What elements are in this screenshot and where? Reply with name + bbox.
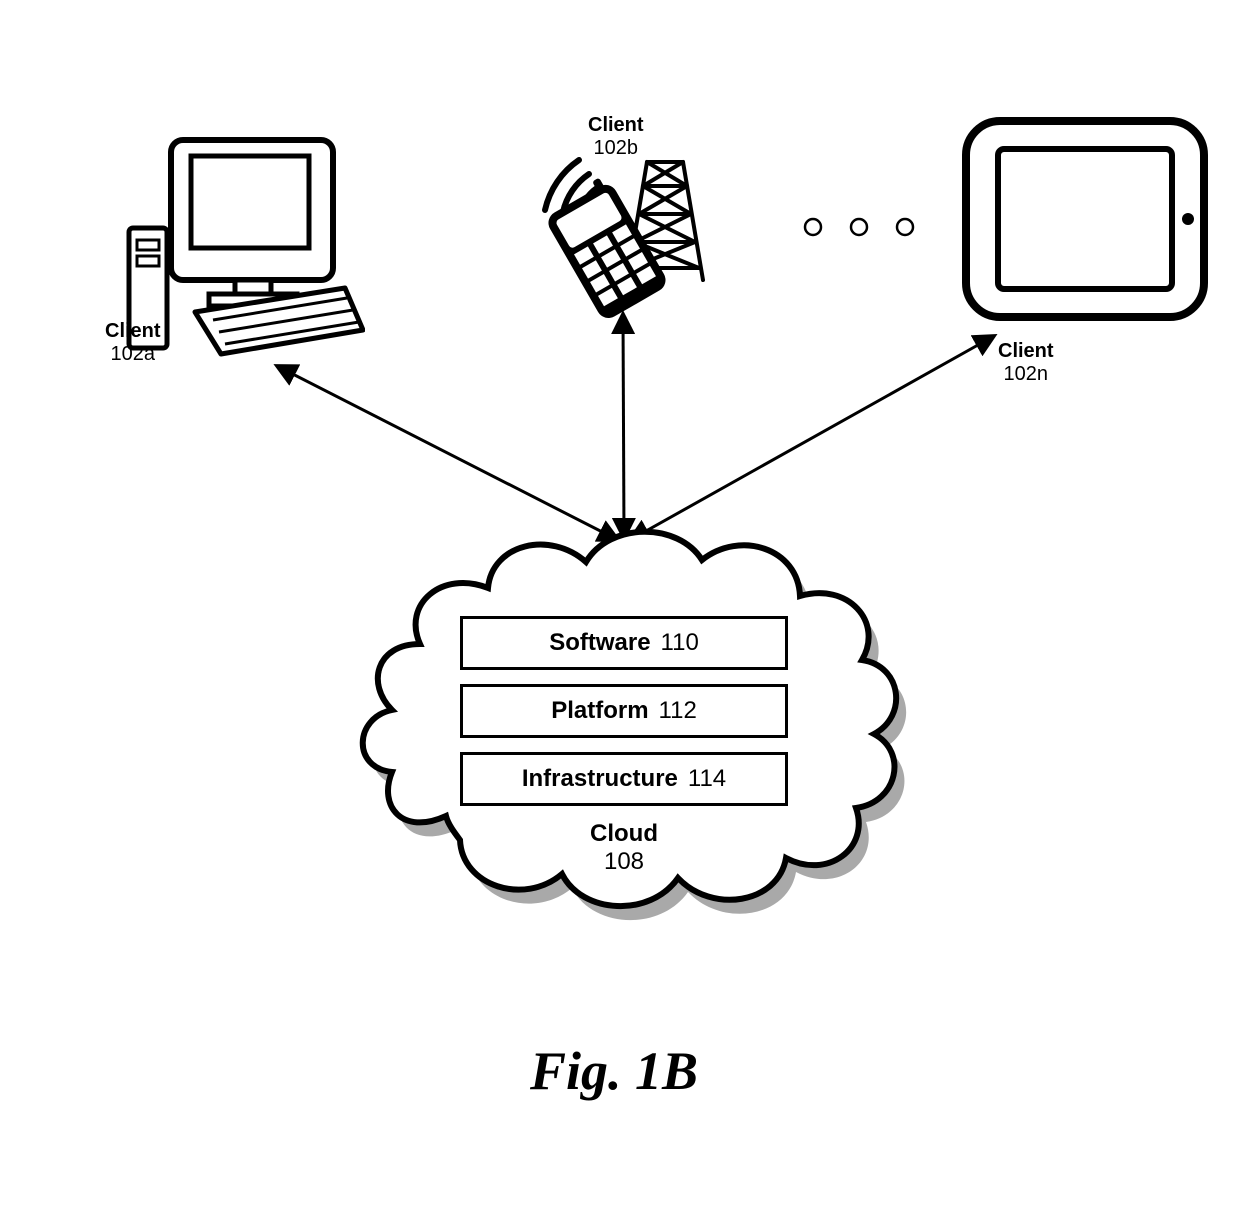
- cloud-id: 108: [590, 848, 658, 876]
- cloud-layer-platform-label: Platform: [551, 697, 648, 725]
- cloud-layer-platform: Platform 112: [460, 684, 788, 738]
- cloud-layer-infrastructure-id: 114: [688, 765, 726, 793]
- cloud-title: Cloud: [590, 820, 658, 847]
- figure-caption: Fig. 1B: [530, 1040, 698, 1102]
- cloud-layer-software: Software 110: [460, 616, 788, 670]
- cloud-layer-software-label: Software: [549, 629, 650, 657]
- cloud-layer-infrastructure-label: Infrastructure: [522, 765, 678, 793]
- cloud-icon: [342, 500, 912, 990]
- cloud-layer-infrastructure: Infrastructure 114: [460, 752, 788, 806]
- cloud-layer-software-id: 110: [661, 629, 699, 657]
- cloud-layer-platform-id: 112: [659, 697, 697, 725]
- cloud-label: Cloud 108: [590, 820, 658, 875]
